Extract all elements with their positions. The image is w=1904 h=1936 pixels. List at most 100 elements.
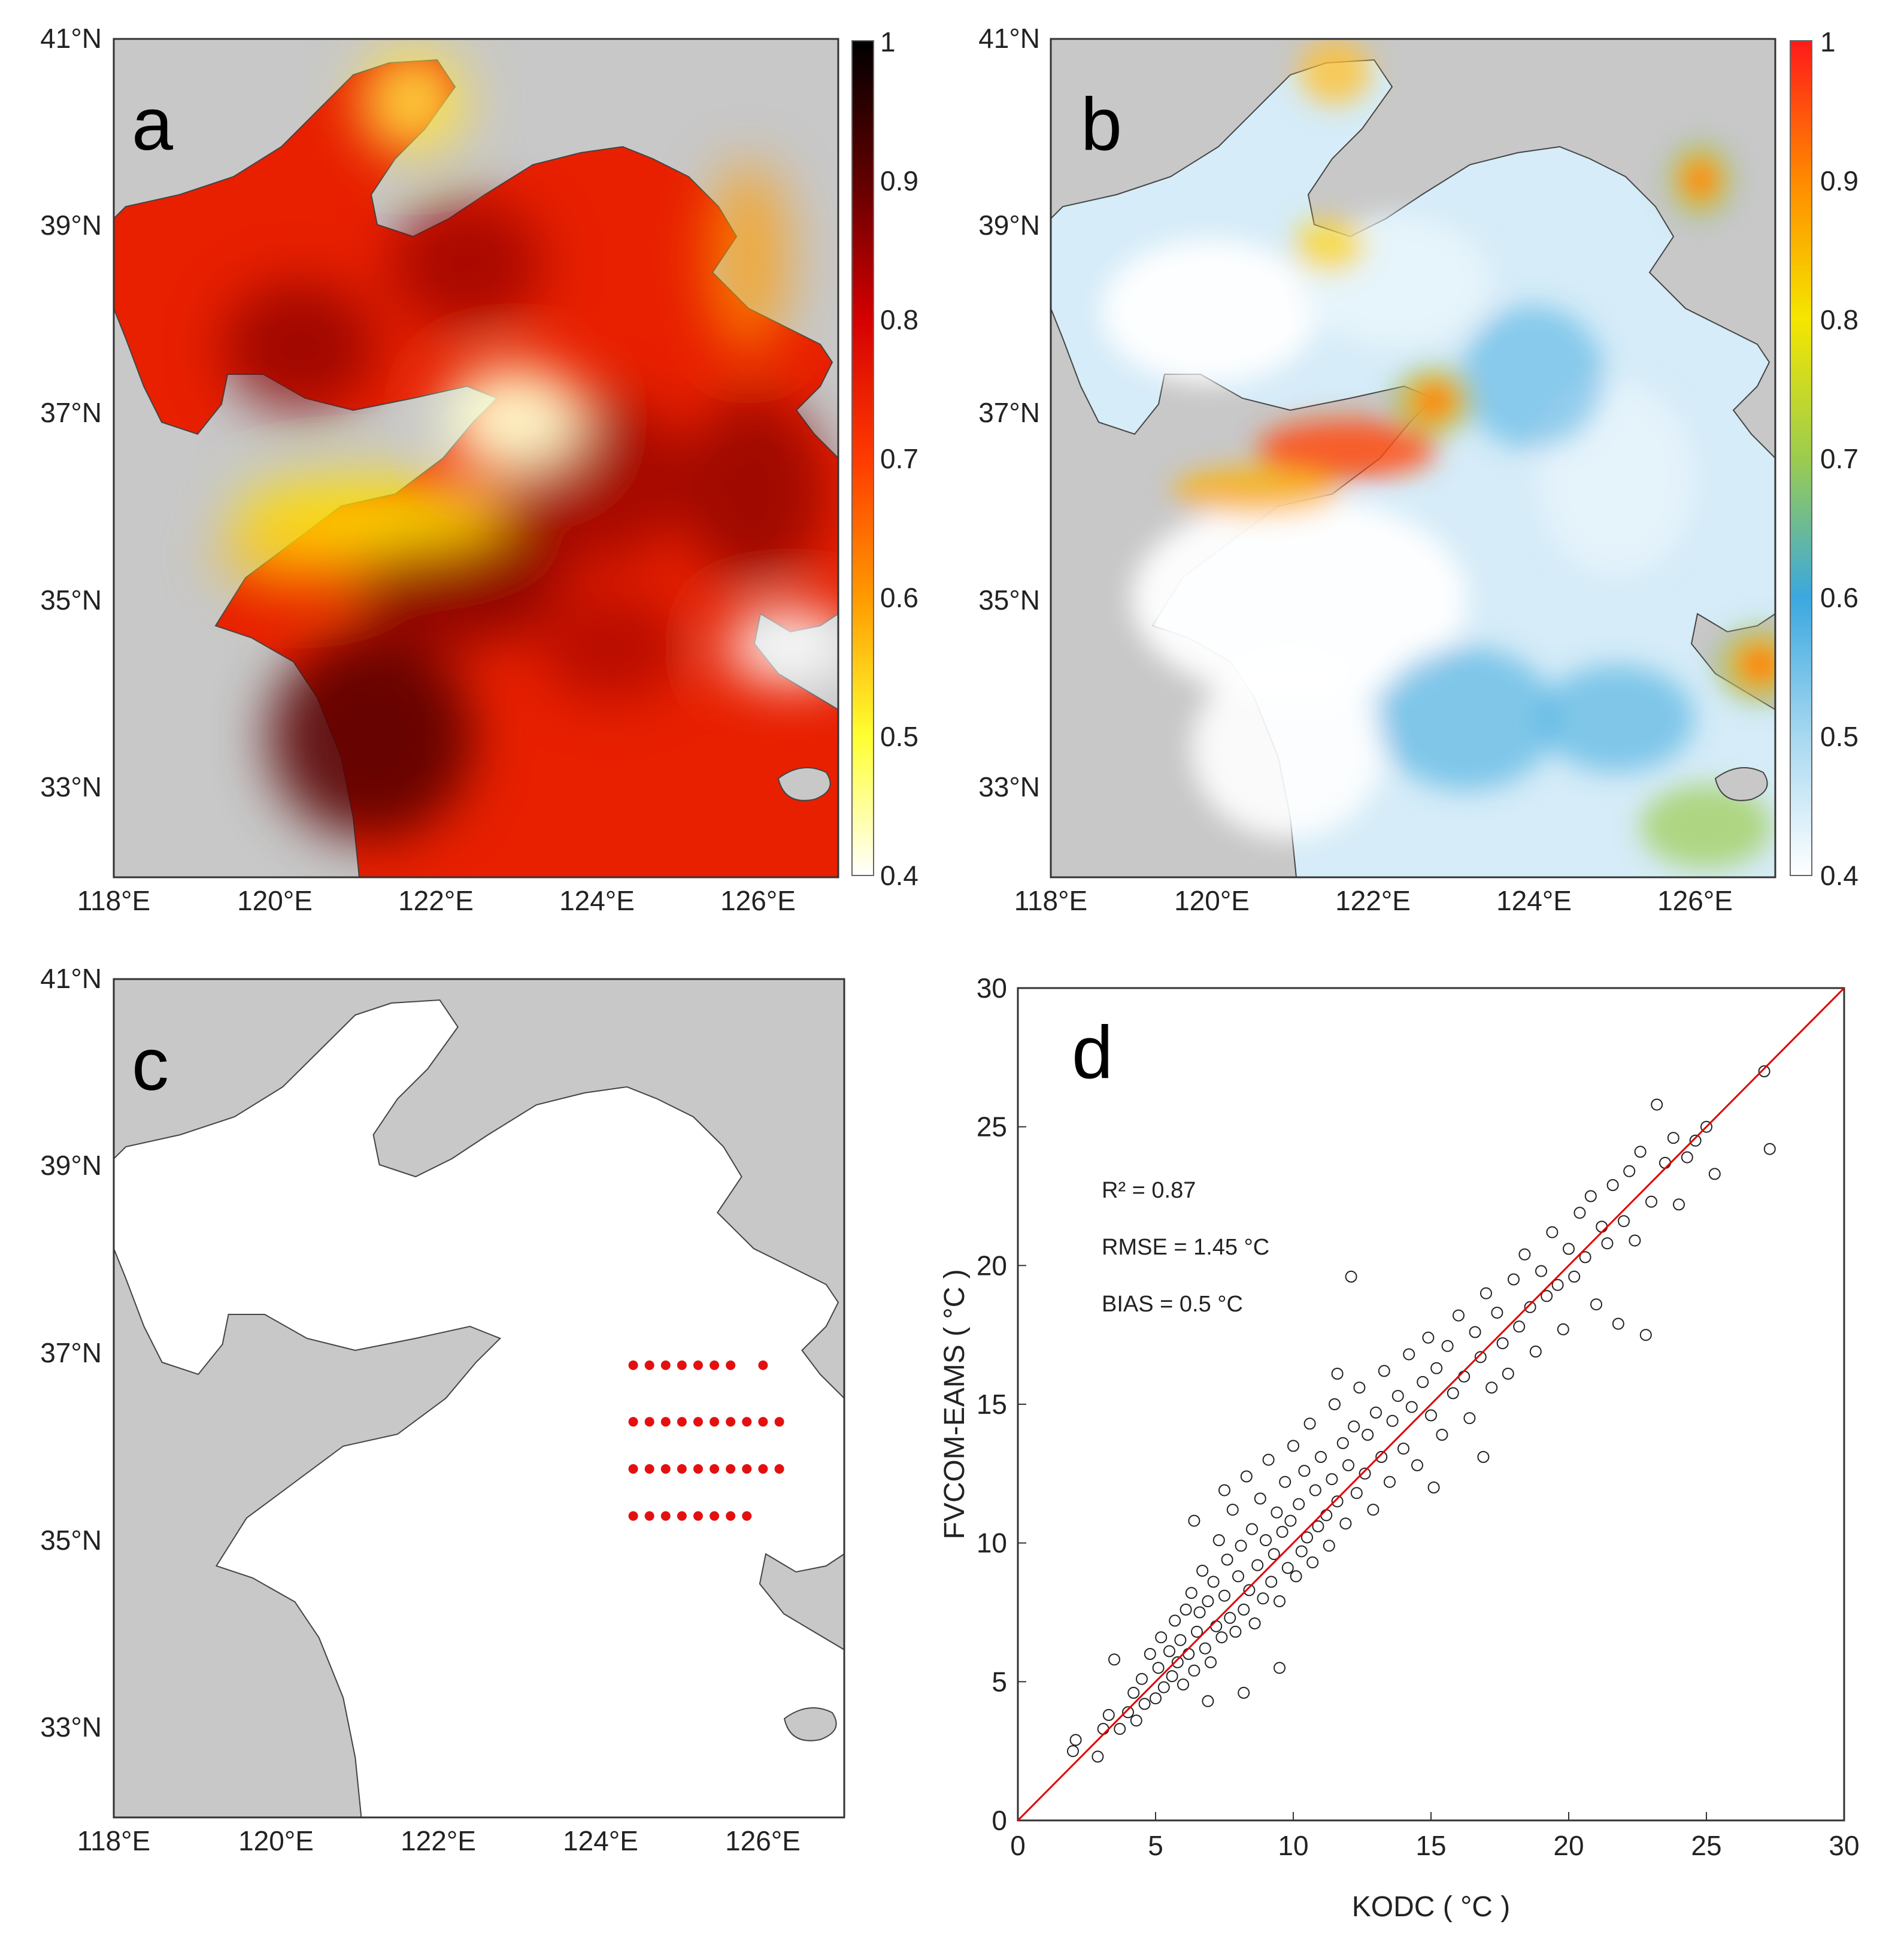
scatter-point	[1339, 1517, 1352, 1530]
scatter-point	[1535, 1265, 1547, 1277]
scatter-point	[1067, 1745, 1079, 1758]
lat-tick: 39°N	[40, 210, 102, 241]
panel-b-label: b	[1081, 83, 1122, 166]
lat-tick: 35°N	[40, 584, 102, 616]
panel-b-lat-ticks: 33°N 35°N 37°N 39°N 41°N	[978, 23, 1040, 802]
lon-tick: 126°E	[725, 1825, 801, 1856]
y-tick-label: 30	[977, 972, 1007, 1004]
scatter-point	[1163, 1645, 1175, 1658]
lon-tick: 120°E	[237, 885, 313, 916]
scatter-point	[1623, 1165, 1636, 1177]
station-dot	[693, 1511, 703, 1521]
panel-a-lat-ticks: 33°N 35°N 37°N 39°N 41°N	[40, 23, 102, 802]
scatter-point	[1127, 1686, 1140, 1699]
scatter-point	[1130, 1714, 1142, 1727]
scatter-point	[1276, 1526, 1288, 1538]
station-dot	[758, 1417, 768, 1427]
scatter-point	[1551, 1278, 1564, 1291]
scatter-point	[1350, 1487, 1363, 1499]
scatter-point	[1689, 1134, 1702, 1147]
lon-tick: 126°E	[720, 885, 796, 916]
scatter-point	[1508, 1273, 1520, 1286]
scatter-point	[1386, 1414, 1399, 1427]
scatter-point	[1246, 1523, 1258, 1535]
scatter-point	[1298, 1465, 1311, 1477]
station-dot	[710, 1417, 720, 1427]
scatter-point	[1590, 1298, 1602, 1311]
scatter-point	[1257, 1592, 1269, 1605]
panel-d-axis-ticks: 0 5 10 15 20 25 30 0 5 10 15 20 25 30	[977, 972, 1860, 1861]
scatter-point	[1207, 1576, 1220, 1588]
panel-a-label: a	[132, 83, 173, 166]
lon-tick: 124°E	[563, 1825, 638, 1856]
panel-c-island	[783, 1707, 837, 1741]
scatter-point	[1397, 1443, 1409, 1455]
scatter-point	[1171, 1656, 1184, 1668]
scatter-point	[1342, 1459, 1354, 1471]
scatter-point	[1425, 1409, 1437, 1422]
station-dot	[710, 1360, 720, 1370]
station-dot	[660, 1360, 671, 1370]
scatter-point	[1601, 1237, 1614, 1250]
scatter-point	[1579, 1251, 1591, 1264]
lat-tick: 41°N	[978, 23, 1040, 54]
scatter-point	[1639, 1329, 1652, 1341]
lat-tick: 35°N	[40, 1525, 102, 1556]
y-tick-label: 10	[977, 1528, 1007, 1559]
scatter-point	[1229, 1625, 1242, 1638]
scatter-point	[1218, 1484, 1230, 1496]
scatter-point	[1218, 1589, 1230, 1602]
cbar-b-tick: 0.6	[1820, 582, 1858, 613]
scatter-point	[1362, 1429, 1374, 1441]
cbar-b-tick: 0.4	[1820, 860, 1858, 891]
scatter-point	[1529, 1346, 1542, 1358]
scatter-point	[1645, 1195, 1657, 1208]
panel-a-lon-ticks: 118°E 120°E 122°E 124°E 126°E	[77, 885, 796, 916]
x-tick-label: 0	[1010, 1830, 1026, 1861]
station-dot	[774, 1417, 784, 1427]
panel-a-island	[777, 767, 831, 801]
scatter-point	[1329, 1398, 1341, 1410]
scatter-point	[1606, 1179, 1619, 1191]
x-tick-label: 10	[1278, 1830, 1308, 1861]
scatter-point	[1309, 1484, 1321, 1496]
scatter-point	[1188, 1514, 1200, 1527]
scatter-point	[1114, 1723, 1126, 1735]
x-tick-label: 15	[1415, 1830, 1446, 1861]
station-dot	[693, 1417, 703, 1427]
station-dot	[693, 1360, 703, 1370]
scatter-point	[1568, 1270, 1581, 1283]
scatter-point	[1673, 1198, 1685, 1211]
station-dot	[726, 1511, 736, 1521]
station-dot	[660, 1511, 671, 1521]
station-dot	[710, 1464, 720, 1474]
x-tick-label: 25	[1691, 1830, 1721, 1861]
scatter-point	[1502, 1368, 1514, 1380]
scatter-point	[1384, 1476, 1396, 1488]
scatter-point	[1177, 1679, 1189, 1690]
scatter-point	[1391, 1390, 1404, 1402]
scatter-point	[1447, 1387, 1459, 1399]
lat-tick: 33°N	[40, 1711, 102, 1743]
scatter-point	[1477, 1451, 1490, 1463]
station-dot	[758, 1360, 768, 1370]
scatter-point	[1136, 1673, 1148, 1685]
scatter-point	[1541, 1290, 1553, 1302]
station-dot	[742, 1511, 752, 1521]
station-dot	[677, 1511, 687, 1521]
scatter-point	[1306, 1556, 1319, 1569]
scatter-point	[1469, 1326, 1481, 1338]
lon-tick: 118°E	[77, 885, 150, 916]
scatter-point	[1174, 1634, 1187, 1646]
scatter-point	[1353, 1381, 1366, 1394]
scatter-point	[1573, 1207, 1586, 1219]
x-tick-label: 5	[1148, 1830, 1163, 1861]
station-dot	[660, 1464, 671, 1474]
station-dot	[774, 1464, 784, 1474]
scatter-point	[1345, 1270, 1357, 1283]
scatter-point	[1524, 1301, 1536, 1313]
scatter-point	[1279, 1476, 1291, 1488]
station-dot	[726, 1360, 736, 1370]
scatter-point	[1150, 1692, 1162, 1705]
lon-tick: 118°E	[1014, 885, 1087, 916]
